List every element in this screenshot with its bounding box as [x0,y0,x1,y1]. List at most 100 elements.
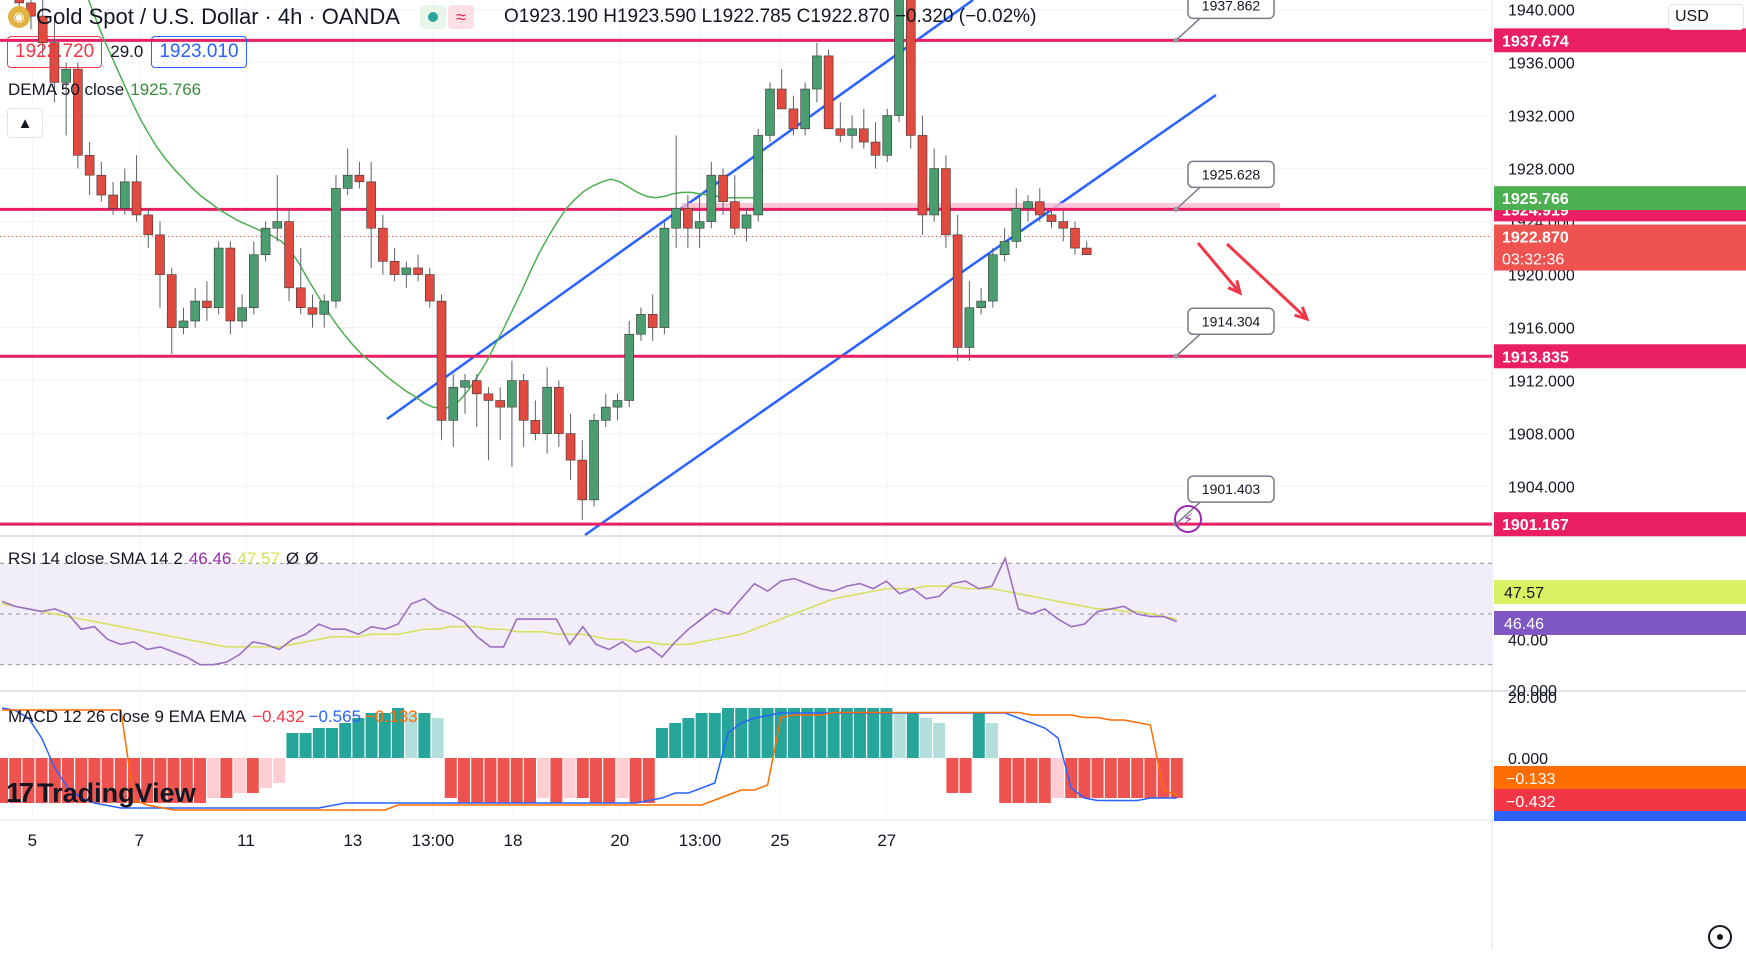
callout-box [1187,475,1275,503]
broker-label: OANDA [321,4,400,29]
symbol-header: ◉ Gold Spot / U.S. Dollar · 4h · OANDA ≈… [8,2,1036,32]
macd-histogram-bar [906,713,919,758]
callout-pointer [1175,333,1201,357]
time-tick-label: 13 [343,831,362,850]
currency-selector[interactable]: USD [1668,4,1744,30]
price-tick-label: 1936.000 [1508,56,1575,73]
level-callout: 1914.304 [1173,307,1275,359]
candle-body [518,380,529,421]
macd-histogram-bar [708,713,721,758]
macd-histogram-bar [299,733,312,758]
arrow-head [1294,306,1310,322]
candle-body [941,168,951,236]
alert-bolt-icon[interactable]: ⚡ [1174,505,1202,533]
candle-body [776,88,787,110]
candle-body [835,128,846,136]
countdown-text: 03:32:36 [1502,252,1564,269]
high-value: H1923.590 [603,6,697,27]
candle-body [530,420,541,434]
settings-gear-icon[interactable] [1708,925,1732,949]
candle-body [378,227,388,262]
candle-body [342,174,353,189]
candle-body [577,459,588,501]
collapse-legend-button[interactable]: ▲ [7,108,43,138]
macd-histogram-bar [9,758,22,803]
macd-histogram-bar [1170,758,1183,798]
candle-body [143,214,154,236]
macd-histogram-bar [656,728,668,758]
macd-zero-label: 0.000 [1508,751,1548,768]
time-tick-label: 7 [134,831,143,850]
macd-histogram-bar [986,723,998,758]
macd-signal-value: −0.133 [365,707,418,726]
candle-body [659,227,670,328]
candle-body [73,68,83,156]
macd-histogram-bar [590,758,602,803]
candle-body [108,194,118,209]
rsi-tag-text: 46.46 [1504,616,1544,633]
callout-box [1187,0,1275,20]
candle-body [120,181,130,209]
gold-logo-icon: ◉ [8,6,30,28]
macd-histogram-bar [550,758,563,803]
market-open-icon[interactable] [419,5,446,29]
macd-histogram-bar [154,758,167,803]
candle-body [600,406,611,421]
data-delay-icon[interactable]: ≈ [447,5,474,29]
rsi-legend[interactable]: RSI 14 close SMA 14 2 46.46 47.57 Ø Ø [8,549,318,569]
candle-body [565,433,576,461]
candle-body [894,0,904,116]
candle-body [917,135,928,216]
candle-body [694,221,705,229]
macd-histogram-bar [1144,758,1157,798]
time-tick-label: 27 [877,831,896,850]
interval-label[interactable]: 4h [277,4,303,29]
price-level-tag-text: 1913.835 [1502,349,1569,366]
sell-button[interactable]: 1922.720 [7,36,103,68]
rsi-sma-value: 47.57 [237,549,280,568]
candle-body [401,267,412,275]
candle-body [366,181,376,229]
dema-legend[interactable]: DEMA 50 close 1925.766 [8,80,201,100]
time-tick-label: 5 [28,831,37,850]
macd-tag [1494,789,1746,813]
candle-body [389,261,400,275]
macd-histogram-bar [220,758,233,798]
macd-histogram-bar [682,718,695,758]
rsi-extra-2: Ø [305,549,319,568]
macd-histogram-bar [867,708,880,758]
candle-body [683,208,693,229]
symbol-name[interactable]: Gold Spot / U.S. Dollar [36,4,259,29]
callout-anchor [1173,353,1179,359]
candle-body [554,386,564,434]
candle-body [706,174,717,222]
tradingview-logo: 17 TradingView [6,777,196,809]
candle-body [471,380,482,395]
time-tick-label: 18 [504,831,523,850]
rsi-tick-label: 20.000 [1508,683,1557,700]
time-tick-label: 13:00 [412,831,455,850]
candle-body [1011,208,1022,242]
macd-histogram-bar [920,718,932,758]
macd-legend[interactable]: MACD 12 26 close 9 EMA EMA −0.432 −0.565 −0… [8,707,418,727]
candle-body [178,320,189,328]
macd-histogram-bar [312,728,325,758]
macd-histogram-bar [260,758,272,788]
candle-body [952,234,963,348]
candle-body [284,221,294,289]
buy-button[interactable]: 1923.010 [151,36,247,68]
candle-body [882,115,893,156]
price-tick-label: 1916.000 [1508,321,1575,338]
candle-body [319,300,330,315]
macd-histogram-bar [563,758,576,798]
macd-signal-line [2,709,1178,811]
level-callout: 1925.628 [1173,160,1275,212]
macd-histogram-bar [603,758,616,803]
macd-histogram-bar [392,708,404,758]
callout-box [1187,160,1275,189]
macd-hist-value: −0.432 [252,707,305,726]
candle-body [249,254,259,309]
